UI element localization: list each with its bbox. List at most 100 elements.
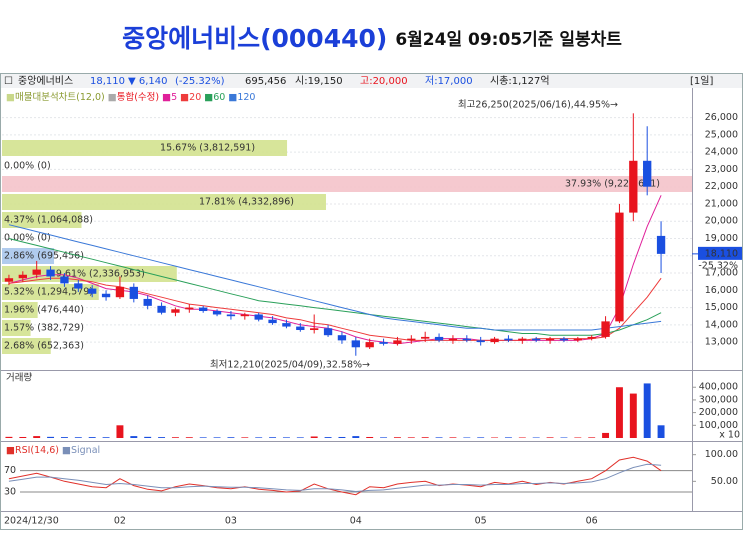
- y-tick-label: 26,000: [705, 112, 738, 123]
- y-tick-label: 200,000: [699, 407, 738, 418]
- volume-bar: [588, 437, 596, 438]
- volume-bar: [657, 425, 665, 438]
- legend-entry: ■: [201, 92, 213, 103]
- icon: ☐: [4, 76, 13, 87]
- page-title: 중앙에너비스(000440) 6월24일 09:05기준 일봉차트: [122, 24, 622, 53]
- current-label: 18,110: [705, 248, 738, 259]
- annotation: 최저12,210(2025/04/09),32.58%→: [210, 360, 370, 371]
- legend-entry: RSI(14,6): [15, 445, 59, 456]
- legend-entry: 매물대분석차트(12,0): [15, 91, 105, 103]
- volume-bar: [74, 437, 82, 438]
- candle-body: [351, 340, 360, 348]
- profile-label: 0.00% (0): [4, 161, 51, 172]
- y-tick-label: 16,000: [705, 285, 738, 296]
- profile-label: 5.32% (1,294,579): [4, 287, 93, 298]
- profile-bar: [2, 140, 288, 156]
- profile-bar: [2, 338, 51, 354]
- tb-period[interactable]: [1일]: [690, 75, 713, 87]
- candle-body: [296, 326, 305, 331]
- volume-bar: [130, 436, 138, 438]
- x-tick-label: 05: [475, 516, 487, 527]
- volume-bar: [185, 437, 193, 438]
- y-tick-label: 25,000: [705, 129, 738, 140]
- candle-body: [337, 335, 347, 341]
- candle-body: [32, 269, 41, 275]
- y-tick-label: 19,000: [705, 233, 738, 244]
- y-tick-label: 14,000: [705, 319, 738, 330]
- volume-bar: [449, 437, 457, 438]
- stock-name: 중앙에너비스(000440): [122, 24, 387, 53]
- candle-body: [46, 269, 55, 277]
- legend: ■매물대분석차트(12,0) ■통합(수정) ■5 ■20 ■60 ■120: [6, 91, 255, 103]
- x-tick-label: 02: [114, 516, 126, 527]
- profile-bar: [2, 176, 692, 192]
- y-tick-label: 13,000: [705, 337, 738, 348]
- tb-change-pct: (-25.32%): [175, 76, 225, 87]
- candle-body: [615, 212, 624, 322]
- candle-body: [199, 307, 208, 312]
- candle-body: [629, 160, 638, 213]
- legend-entry: 120: [237, 92, 255, 103]
- volume-bar: [366, 436, 374, 438]
- candle-body: [490, 338, 499, 343]
- profile-bar: [2, 266, 177, 282]
- profile-label: 15.67% (3,812,591): [160, 143, 255, 154]
- legend-entry: ■: [105, 92, 117, 103]
- volume-bar: [158, 437, 166, 438]
- toolbar-text: ☐ 중앙에너비스 18,110 ▼ 6,140 (-25.32%) 695,45…: [4, 75, 713, 87]
- x-tick-label: 03: [225, 516, 237, 527]
- profile-label: 37.93% (9,228,621): [565, 179, 660, 190]
- volume-bar: [116, 425, 124, 438]
- candle-body: [462, 338, 471, 341]
- profile-bar: [2, 212, 82, 228]
- volume-bar: [241, 437, 249, 438]
- volume-bar: [310, 436, 318, 438]
- x-tick-label: 2024/12/30: [4, 516, 59, 527]
- x-tick-label: 04: [350, 516, 362, 527]
- volume-bar: [33, 436, 41, 438]
- candle-body: [282, 323, 291, 327]
- ma-line: [8, 277, 662, 341]
- candle-body: [559, 338, 569, 341]
- volume-bar: [421, 437, 429, 438]
- candle-body: [115, 286, 125, 298]
- volume-bar: [560, 437, 568, 438]
- y-tick-label: 100,000: [699, 420, 738, 431]
- volume-bar: [338, 436, 346, 438]
- candle-body: [18, 274, 27, 279]
- candle-body: [476, 340, 485, 343]
- candle-body: [448, 338, 458, 341]
- candle-body: [532, 338, 541, 341]
- volume-bar: [199, 437, 207, 438]
- annotation: 최고26,250(2025/06/16),44.95%→: [458, 100, 618, 111]
- level-label: 70: [4, 465, 16, 476]
- candle-body: [518, 338, 527, 341]
- y-tick-label: 15,000: [705, 302, 738, 313]
- profile-bar: [2, 320, 31, 336]
- volume-bar: [532, 437, 540, 438]
- y-tick-label: 24,000: [705, 147, 738, 158]
- volume-bar: [491, 437, 499, 438]
- candle-body: [60, 276, 69, 284]
- profile-bar: [2, 248, 55, 264]
- volume-bar: [88, 437, 96, 438]
- volume-bar: [144, 436, 152, 438]
- volume-bar: [435, 437, 443, 438]
- volume-bar: [171, 437, 179, 438]
- candle-body: [407, 338, 416, 341]
- tb-change: ▼ 6,140: [128, 76, 168, 87]
- tb-price: 18,110: [90, 76, 125, 87]
- candle-body: [101, 293, 111, 298]
- candle-body: [365, 342, 374, 348]
- candle-body: [143, 298, 152, 306]
- y-tick-label: 21,000: [705, 198, 738, 209]
- y-tick-label: 100.00: [705, 449, 738, 460]
- profile-label: 1.57% (382,729): [4, 323, 84, 334]
- ma-line: [8, 224, 662, 331]
- volume-bar: [643, 383, 651, 438]
- candle-body: [310, 328, 319, 331]
- legend-entry: 5: [171, 92, 177, 103]
- candle-body: [157, 305, 166, 313]
- candle-body: [240, 314, 249, 317]
